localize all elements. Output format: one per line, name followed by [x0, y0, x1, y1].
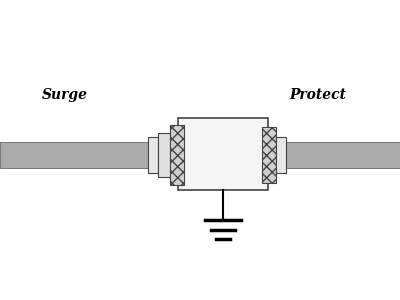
- Bar: [148, 137, 158, 173]
- Bar: [276, 137, 286, 173]
- Bar: [178, 118, 268, 190]
- Bar: [170, 125, 184, 185]
- Bar: [158, 133, 170, 177]
- Bar: [262, 127, 276, 183]
- Text: Surge: Surge: [42, 88, 88, 102]
- Bar: [0, 142, 178, 168]
- Text: Protect: Protect: [290, 88, 346, 102]
- Bar: [248, 142, 400, 168]
